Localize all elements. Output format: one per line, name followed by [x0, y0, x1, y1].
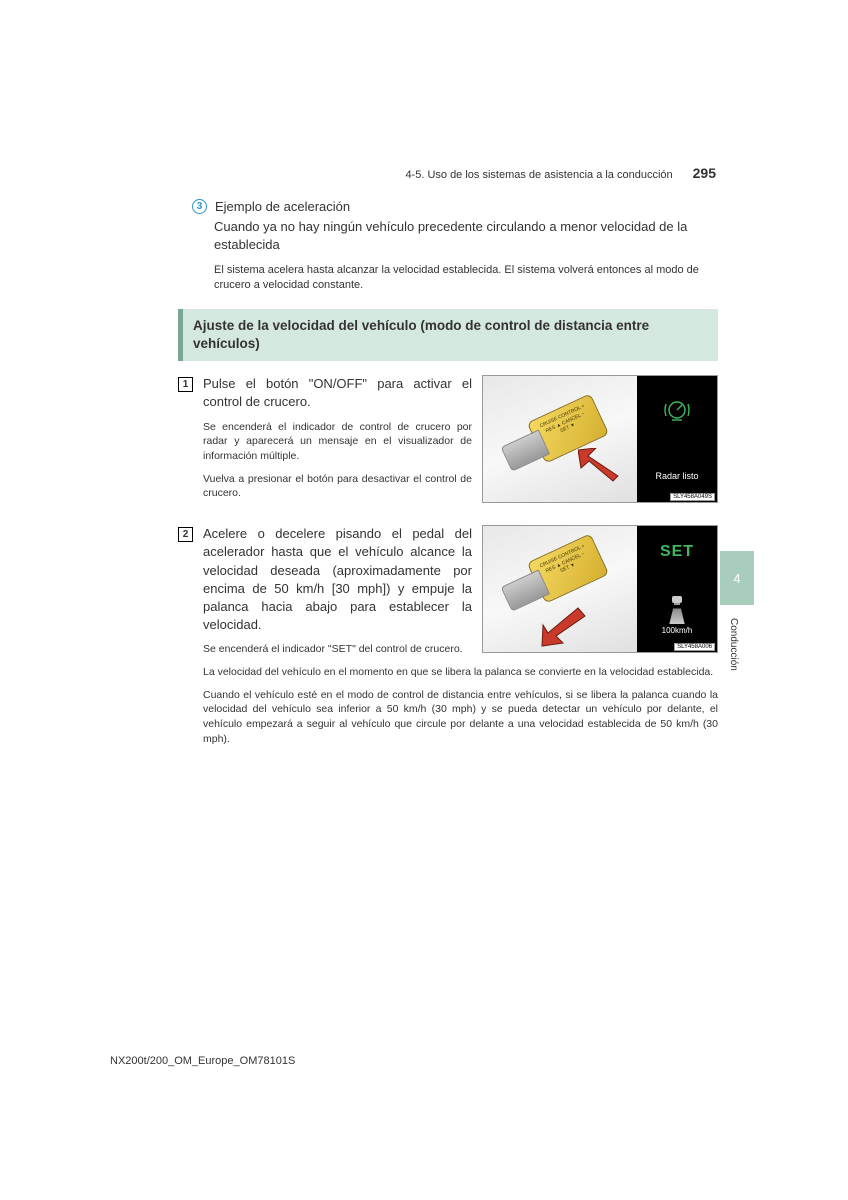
example-block: 3 Ejemplo de aceleración — [192, 199, 718, 214]
step-1-main: Pulse el botón "ON/OFF" para activar el … — [203, 375, 472, 411]
step-number-box: 2 — [178, 527, 193, 542]
step-1-sub2: Vuelva a presionar el botón para desacti… — [203, 472, 472, 501]
step-1-text: Pulse el botón "ON/OFF" para activar el … — [203, 375, 472, 503]
step-2: 2 Acelere o decelere pisando el pedal de… — [178, 525, 718, 657]
figure-1-left: CRUISE CONTROL + RES ▲ CANCEL − SET ▼ — [483, 376, 639, 502]
figure-2: CRUISE CONTROL + RES ▲ CANCEL − SET ▼ SE… — [482, 525, 718, 653]
chapter-number: 4 — [733, 571, 740, 586]
chapter-tab: 4 — [720, 551, 754, 605]
step-2-main: Acelere o decelere pisando el pedal del … — [203, 525, 472, 634]
step-2-sub1: Se encenderá el indicador "SET" del cont… — [203, 642, 472, 657]
example-body: Cuando ya no hay ningún vehículo precede… — [214, 218, 718, 253]
circled-number-icon: 3 — [192, 199, 207, 214]
step-1: 1 Pulse el botón "ON/OFF" para activar e… — [178, 375, 718, 503]
section-heading: Ajuste de la velocidad del vehículo (mod… — [178, 309, 718, 361]
page-header: 4-5. Uso de los sistemas de asistencia a… — [178, 165, 718, 181]
step-2-figure-col: CRUISE CONTROL + RES ▲ CANCEL − SET ▼ SE… — [482, 525, 718, 657]
radar-ready-label: Radar listo — [655, 471, 698, 481]
figure-1: CRUISE CONTROL + RES ▲ CANCEL − SET ▼ — [482, 375, 718, 503]
section-path: 4-5. Uso de los sistemas de asistencia a… — [405, 169, 672, 181]
cruise-radar-icon — [662, 398, 692, 428]
step-number-box: 1 — [178, 377, 193, 392]
example-note: El sistema acelera hasta alcanzar la vel… — [214, 263, 718, 293]
step-2-text: Acelere o decelere pisando el pedal del … — [203, 525, 472, 657]
footer-code: NX200t/200_OM_Europe_OM78101S — [110, 1055, 295, 1067]
chapter-label: Conducción — [728, 618, 739, 671]
figure-1-display: Radar listo — [637, 376, 717, 502]
paragraph-after-1: La velocidad del vehículo en el momento … — [203, 665, 718, 680]
speed-value: 100km/h — [662, 626, 693, 635]
figure-2-code: SLY458A006 — [674, 643, 715, 651]
lever-text: CRUISE CONTROL + RES ▲ CANCEL − SET ▼ — [537, 403, 592, 443]
step-1-figure-col: CRUISE CONTROL + RES ▲ CANCEL − SET ▼ — [482, 375, 718, 503]
figure-2-left: CRUISE CONTROL + RES ▲ CANCEL − SET ▼ — [483, 526, 639, 652]
cruise-lever-icon: CRUISE CONTROL + RES ▲ CANCEL − SET ▼ — [527, 534, 609, 604]
figure-1-code: SLY458A049S — [670, 493, 715, 501]
step-1-sub1: Se encenderá el indicador de control de … — [203, 420, 472, 464]
road-icon — [664, 608, 690, 624]
arrow-down-icon — [538, 606, 588, 653]
page-number: 295 — [693, 165, 716, 181]
distance-speed-icon: 100km/h — [662, 594, 693, 635]
page-content: 4-5. Uso de los sistemas de asistencia a… — [178, 165, 718, 746]
example-title: Ejemplo de aceleración — [215, 199, 350, 214]
figure-2-display: SET 100km/h — [637, 526, 717, 652]
paragraph-after-2: Cuando el vehículo esté en el modo de co… — [203, 688, 718, 747]
lever-text: CRUISE CONTROL + RES ▲ CANCEL − SET ▼ — [537, 543, 592, 583]
set-indicator: SET — [660, 543, 694, 561]
